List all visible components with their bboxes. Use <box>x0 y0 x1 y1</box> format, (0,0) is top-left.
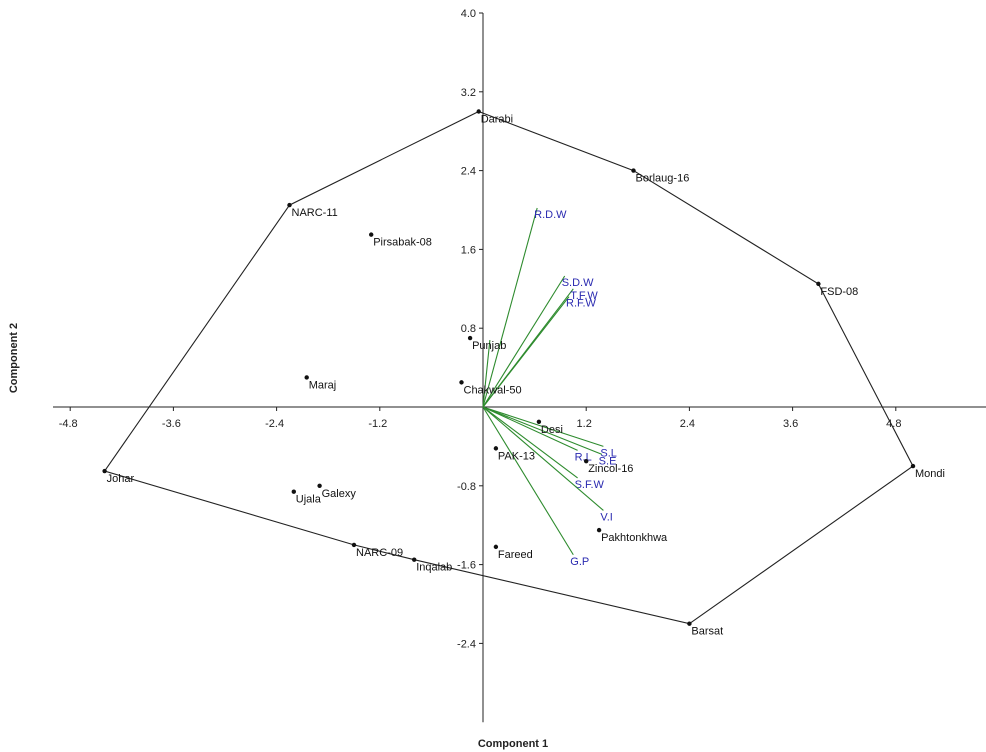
genotype-label: Borlaug-16 <box>636 173 690 185</box>
convex-hull <box>103 110 914 625</box>
genotype-point <box>351 542 357 548</box>
genotype-label: Chakwal-50 <box>464 384 522 396</box>
genotype-label: Darabi <box>481 114 513 126</box>
genotype-label: Inqalab <box>416 562 452 574</box>
genotype-label: FSD-08 <box>820 286 858 298</box>
genotype-point <box>291 489 296 494</box>
vector-line <box>482 406 604 447</box>
genotype-label: Maraj <box>309 379 337 391</box>
genotype-label: Ujala <box>296 494 322 506</box>
y-tick-label: 1.6 <box>461 244 476 256</box>
genotype-points: Darabi Borlaug-16 FSD-08 Mondi Barsat Inqalab… <box>102 109 945 638</box>
y-tick-label: 0.8 <box>461 323 476 335</box>
genotype-label: Desi <box>541 424 563 436</box>
vector-label: S.E <box>599 455 617 467</box>
genotype-point <box>596 527 602 533</box>
genotype-label: Galexy <box>322 488 357 500</box>
x-tick-label: 1.2 <box>577 418 592 430</box>
genotype-point <box>459 380 464 385</box>
genotype-label: Barsat <box>691 626 723 638</box>
vector-line <box>482 207 538 408</box>
x-tick-label: -1.2 <box>368 418 387 430</box>
genotype-label: Fareed <box>498 549 533 561</box>
genotype-point <box>412 557 417 562</box>
hull-polygon <box>103 110 914 625</box>
genotype-label: PAK-13 <box>498 450 535 462</box>
vector-label: S.F.W <box>575 479 605 491</box>
vector-line <box>482 296 570 408</box>
vector-line <box>482 406 602 455</box>
genotype-label: NARC-11 <box>292 207 338 219</box>
genotype-label: Mondi <box>915 468 945 480</box>
x-tick-label: -4.8 <box>59 418 78 430</box>
genotype-point <box>493 446 499 451</box>
variable-vectors: R.D.W S.D.WT.F.WR.F.W S.L R.L S.E S.F.W V.I G.P <box>482 207 617 568</box>
x-tick-label: 3.6 <box>783 418 798 430</box>
genotype-label: Punjab <box>472 340 506 352</box>
genotype-label: Zincol-16 <box>588 463 633 475</box>
vector-label: S.D.W <box>562 277 594 289</box>
vector-line <box>482 406 574 556</box>
genotype-point <box>476 109 481 114</box>
y-tick-label: 2.4 <box>461 166 476 178</box>
axis-ticks: -4.8 -3.6 -2.4 -1.2 1.2 2.4 3.6 4.8 4.0 3.2 2.4 1.6… <box>59 8 902 650</box>
genotype-point <box>493 544 499 550</box>
x-axis-title: Component 1 <box>478 738 548 750</box>
genotype-point <box>910 463 916 469</box>
genotype-label: Pakhtonkhwa <box>601 532 668 544</box>
vector-line <box>482 339 491 408</box>
genotype-point <box>687 621 692 626</box>
y-tick-label: 4.0 <box>461 8 476 20</box>
vector-label: R.D.W <box>534 209 567 221</box>
genotype-point <box>317 483 322 488</box>
y-tick-label: 3.2 <box>461 87 476 99</box>
genotype-point <box>369 232 374 237</box>
x-tick-label: 4.8 <box>886 418 901 430</box>
vector-label: V.I <box>600 511 612 523</box>
vector-label: G.P <box>570 556 589 568</box>
axes <box>53 13 986 723</box>
genotype-point <box>467 335 473 341</box>
y-tick-label: -2.4 <box>457 638 476 650</box>
x-tick-label: -3.6 <box>162 418 181 430</box>
genotype-point <box>631 168 636 173</box>
genotype-label: Pirsabak-08 <box>373 237 432 249</box>
y-axis-title: Component 2 <box>8 323 20 393</box>
vector-label: T.F.W <box>570 290 598 302</box>
genotype-point <box>584 458 589 464</box>
vector-label: R.L <box>575 451 592 463</box>
y-tick-label: -1.6 <box>457 560 476 572</box>
vector-line <box>482 406 578 451</box>
y-tick-label: -0.8 <box>457 481 476 493</box>
genotype-point <box>102 468 107 474</box>
vector-line <box>482 406 604 511</box>
genotype-point <box>816 281 821 287</box>
genotype-point <box>536 419 542 424</box>
genotype-point <box>287 202 292 208</box>
vector-line <box>482 275 566 408</box>
genotype-point <box>304 375 309 380</box>
vector-label: S.L <box>600 447 617 459</box>
genotype-label: Johar <box>107 473 135 485</box>
vector-line <box>482 406 578 479</box>
genotype-label: NARC-09 <box>356 547 403 559</box>
x-tick-label: 2.4 <box>680 418 695 430</box>
x-tick-label: -2.4 <box>265 418 284 430</box>
vector-label: R.F.W <box>566 298 597 310</box>
